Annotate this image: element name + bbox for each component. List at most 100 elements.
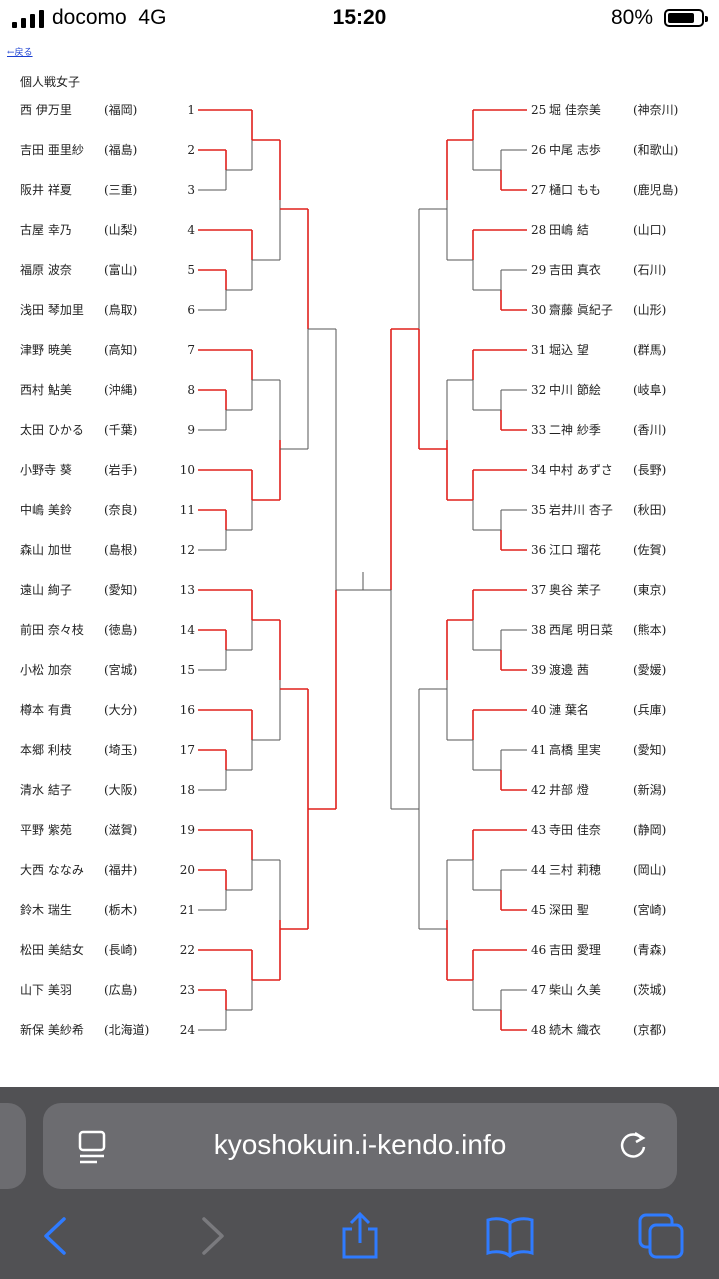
player-seed-number: 25 [531,103,547,117]
player-name: 中嶋 美鈴 [20,503,72,517]
player-seed-number: 30 [531,303,547,317]
player-prefecture: (群馬) [633,343,667,357]
player-prefecture: (岡山) [633,863,667,877]
player-seed-number: 32 [531,383,547,397]
player-seed-number: 9 [187,423,195,437]
player-seed-number: 39 [531,663,547,677]
player-name: 吉田 愛理 [549,943,601,957]
address-bar[interactable]: kyoshokuin.i-kendo.info [43,1103,677,1189]
player-seed-number: 28 [531,223,547,237]
back-arrow-icon[interactable] [28,1211,88,1261]
player-prefecture: (鳥取) [104,303,138,317]
player-seed-number: 34 [531,463,547,477]
reload-icon[interactable] [615,1127,651,1163]
player-prefecture: (京都) [633,1023,667,1037]
player-prefecture: (石川) [633,263,667,277]
player-prefecture: (島根) [104,543,138,557]
share-icon[interactable] [330,1211,390,1261]
player-name: 小松 加奈 [20,663,72,677]
player-seed-number: 48 [531,1023,547,1037]
player-name: 齋藤 眞紀子 [549,303,613,317]
player-prefecture: (秋田) [633,503,667,517]
player-seed-number: 15 [179,663,195,677]
player-name: 続木 織衣 [549,1023,601,1037]
player-name: 漣 葉名 [549,703,589,717]
player-prefecture: (山形) [633,303,667,317]
player-name: 田嶋 結 [549,223,589,237]
player-name: 津野 暁美 [20,343,72,357]
url-text[interactable]: kyoshokuin.i-kendo.info [213,1129,507,1160]
battery-icon [664,9,708,27]
player-seed-number: 36 [531,543,547,557]
player-name: 浅田 琴加里 [20,303,84,317]
player-seed-number: 19 [179,823,195,837]
player-prefecture: (三重) [104,183,138,197]
player-seed-number: 17 [179,743,195,757]
player-seed-number: 4 [187,223,195,237]
player-name: 遠山 絢子 [20,583,72,597]
tournament-bracket [198,109,527,1031]
player-name: 西村 鮎美 [20,383,72,397]
player-seed-number: 6 [187,303,195,317]
player-prefecture: (和歌山) [633,143,679,157]
player-seed-number: 7 [187,343,195,357]
player-prefecture: (広島) [104,983,138,997]
player-name: 福原 波奈 [20,263,72,277]
player-seed-number: 46 [531,943,547,957]
player-name: 阪井 祥夏 [20,183,72,197]
player-prefecture: (神奈川) [633,103,679,117]
player-seed-number: 33 [531,423,547,437]
player-name: 井部 燈 [549,783,589,797]
player-seed-number: 26 [531,143,547,157]
player-prefecture: (香川) [633,423,667,437]
player-prefecture: (愛知) [633,743,667,757]
browser-toolbar: kyoshokuin.i-kendo.info [0,1087,719,1279]
player-prefecture: (岐阜) [633,383,667,397]
player-prefecture: (大阪) [104,783,138,797]
player-prefecture: (静岡) [633,823,667,837]
player-prefecture: (岩手) [104,463,138,477]
carrier-name: docomo [52,6,127,29]
player-prefecture: (栃木) [104,903,138,917]
player-seed-number: 5 [187,263,195,277]
player-seed-number: 1 [187,103,195,117]
player-prefecture: (長野) [633,463,667,477]
back-link[interactable]: ←戻る [7,48,33,58]
player-seed-number: 47 [531,983,547,997]
player-seed-number: 8 [187,383,195,397]
player-name: 樋口 もも [549,183,601,197]
player-name: 前田 奈々枝 [20,623,84,637]
signal-icon [12,10,48,28]
player-seed-number: 37 [531,583,547,597]
player-prefecture: (熊本) [633,623,667,637]
reader-icon[interactable] [77,1129,107,1165]
bookmarks-icon[interactable] [480,1211,540,1261]
player-seed-number: 22 [179,943,195,957]
player-name: 本郷 利枝 [20,743,72,757]
player-prefecture: (長崎) [104,943,138,957]
player-prefecture: (埼玉) [104,743,138,757]
player-name: 中村 あずさ [549,463,613,477]
player-prefecture: (富山) [104,263,138,277]
player-name: 古屋 幸乃 [20,223,72,237]
player-seed-number: 23 [179,983,195,997]
player-prefecture: (滋賀) [104,823,138,837]
previous-tab-preview[interactable] [0,1103,26,1189]
player-name: 岩井川 杏子 [549,503,613,517]
tabs-icon[interactable] [632,1211,692,1261]
player-name: 奥谷 茉子 [549,583,601,597]
player-name: 大西 ななみ [20,863,84,877]
clock: 15:20 [332,6,387,29]
player-name: 吉田 亜里紗 [20,143,84,157]
forward-arrow-icon[interactable] [180,1211,240,1261]
page-title: 個人戦女子 [20,75,81,89]
player-seed-number: 35 [531,503,547,517]
player-seed-number: 3 [187,183,195,197]
player-name: 山下 美羽 [20,983,72,997]
player-seed-number: 24 [179,1023,195,1037]
player-seed-number: 42 [531,783,547,797]
player-prefecture: (山梨) [104,223,138,237]
player-seed-number: 40 [531,703,547,717]
player-name: 森山 加世 [20,543,72,557]
player-name: 江口 瑠花 [549,543,601,557]
